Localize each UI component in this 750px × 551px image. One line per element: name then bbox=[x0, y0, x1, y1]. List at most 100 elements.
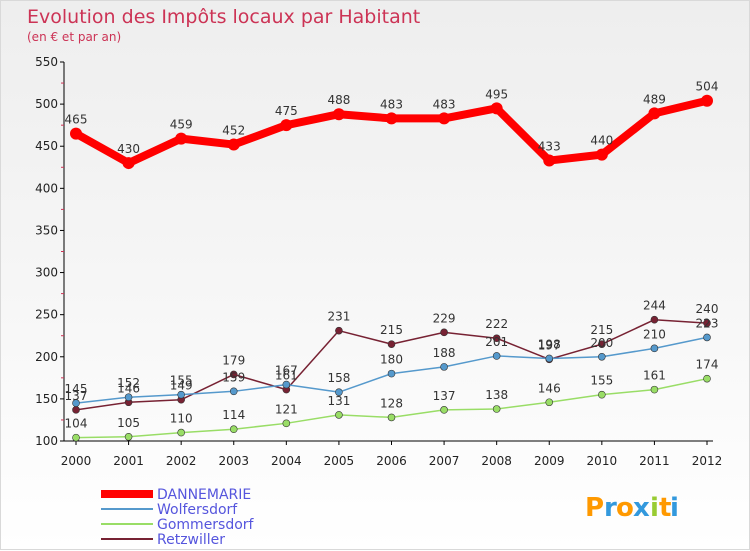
data-point bbox=[492, 405, 501, 413]
data-label: 149 bbox=[170, 379, 193, 393]
data-label: 483 bbox=[433, 97, 456, 111]
x-tick-label: 2005 bbox=[324, 454, 355, 468]
data-point bbox=[229, 387, 238, 396]
data-label: 200 bbox=[590, 336, 613, 350]
data-label: 240 bbox=[696, 302, 719, 316]
data-point bbox=[543, 154, 556, 167]
data-point bbox=[335, 326, 343, 335]
data-point bbox=[490, 102, 503, 115]
x-tick-label: 2008 bbox=[481, 454, 512, 468]
data-point bbox=[703, 319, 711, 327]
data-point bbox=[124, 393, 133, 402]
data-label: 223 bbox=[696, 316, 719, 330]
data-point bbox=[595, 148, 608, 161]
logo-letter: i bbox=[670, 493, 679, 523]
data-label: 155 bbox=[170, 374, 193, 388]
data-label: 430 bbox=[117, 142, 140, 156]
data-label: 475 bbox=[275, 104, 298, 118]
data-label: 244 bbox=[643, 299, 666, 313]
data-point bbox=[387, 340, 396, 348]
data-label: 179 bbox=[222, 353, 245, 367]
series-layer bbox=[70, 94, 713, 442]
x-tick-label: 2003 bbox=[218, 454, 249, 468]
logo-letter: P bbox=[585, 493, 604, 523]
legend-label: DANNEMARIE bbox=[157, 487, 251, 503]
data-point bbox=[282, 380, 291, 389]
data-label: 161 bbox=[275, 369, 298, 383]
data-point bbox=[387, 369, 396, 378]
data-point bbox=[650, 385, 659, 394]
data-point bbox=[72, 433, 80, 442]
logo-letter: o bbox=[616, 493, 634, 523]
data-label: 137 bbox=[65, 389, 88, 403]
y-tick-label: 100 bbox=[35, 434, 58, 448]
data-label: 146 bbox=[117, 381, 140, 395]
data-point bbox=[229, 425, 238, 434]
data-point bbox=[227, 138, 240, 151]
data-label: 155 bbox=[590, 374, 613, 388]
data-point bbox=[72, 399, 80, 407]
x-tick-label: 2012 bbox=[692, 454, 723, 468]
data-point bbox=[598, 340, 606, 348]
data-point bbox=[648, 107, 661, 120]
x-tick-label: 2007 bbox=[429, 454, 460, 468]
data-label: 452 bbox=[222, 124, 245, 138]
data-point bbox=[70, 127, 82, 140]
data-label: 104 bbox=[65, 417, 88, 431]
data-label: 465 bbox=[65, 113, 88, 127]
chart-subtitle: (en € et par an) bbox=[27, 30, 121, 44]
data-point bbox=[545, 398, 554, 407]
data-point bbox=[335, 411, 343, 419]
legend-label: Wolfersdorf bbox=[157, 502, 238, 518]
data-label: 215 bbox=[590, 323, 613, 337]
data-label: 128 bbox=[380, 396, 403, 410]
data-label: 433 bbox=[538, 140, 561, 154]
data-label: 145 bbox=[65, 382, 88, 396]
y-tick-label: 500 bbox=[35, 97, 58, 111]
data-point bbox=[229, 370, 238, 379]
data-point bbox=[387, 413, 396, 422]
data-point bbox=[492, 352, 501, 360]
x-tick-label: 2000 bbox=[61, 454, 92, 468]
data-point bbox=[385, 112, 398, 125]
data-label: 483 bbox=[380, 97, 403, 111]
data-point bbox=[282, 419, 291, 428]
y-tick-label: 200 bbox=[35, 350, 58, 364]
data-label: 121 bbox=[275, 402, 298, 416]
data-label: 161 bbox=[643, 369, 666, 383]
legend: DANNEMARIEWolfersdorfGommersdorfRetzwill… bbox=[101, 487, 255, 548]
data-label: 167 bbox=[275, 364, 298, 378]
data-point bbox=[440, 363, 448, 371]
data-label: 180 bbox=[380, 353, 403, 367]
data-label: 489 bbox=[643, 92, 666, 106]
data-label: 488 bbox=[327, 93, 350, 107]
data-label: 222 bbox=[485, 317, 508, 331]
data-label: 137 bbox=[433, 389, 456, 403]
data-label: 440 bbox=[590, 134, 613, 148]
x-tick-label: 2001 bbox=[113, 454, 144, 468]
y-tick-label: 400 bbox=[35, 181, 58, 195]
data-label: 131 bbox=[327, 394, 350, 408]
data-label: 459 bbox=[170, 118, 193, 132]
x-tick-label: 2010 bbox=[587, 454, 618, 468]
data-point bbox=[598, 390, 606, 399]
data-label: 231 bbox=[327, 310, 350, 324]
data-label: 146 bbox=[538, 381, 561, 395]
data-label: 188 bbox=[433, 346, 456, 360]
y-tick-label: 300 bbox=[35, 266, 58, 280]
data-label: 114 bbox=[222, 408, 245, 422]
logo-letter: r bbox=[604, 493, 617, 523]
data-label: 198 bbox=[538, 337, 561, 351]
data-label: 138 bbox=[485, 388, 508, 402]
data-point bbox=[177, 390, 185, 399]
data-point bbox=[545, 354, 554, 363]
data-label: 110 bbox=[170, 412, 193, 426]
x-tick-label: 2009 bbox=[534, 454, 565, 468]
data-point bbox=[701, 94, 713, 107]
data-point bbox=[122, 157, 135, 170]
y-tick-label: 150 bbox=[35, 392, 58, 406]
data-point bbox=[703, 333, 711, 342]
data-point bbox=[650, 344, 659, 353]
